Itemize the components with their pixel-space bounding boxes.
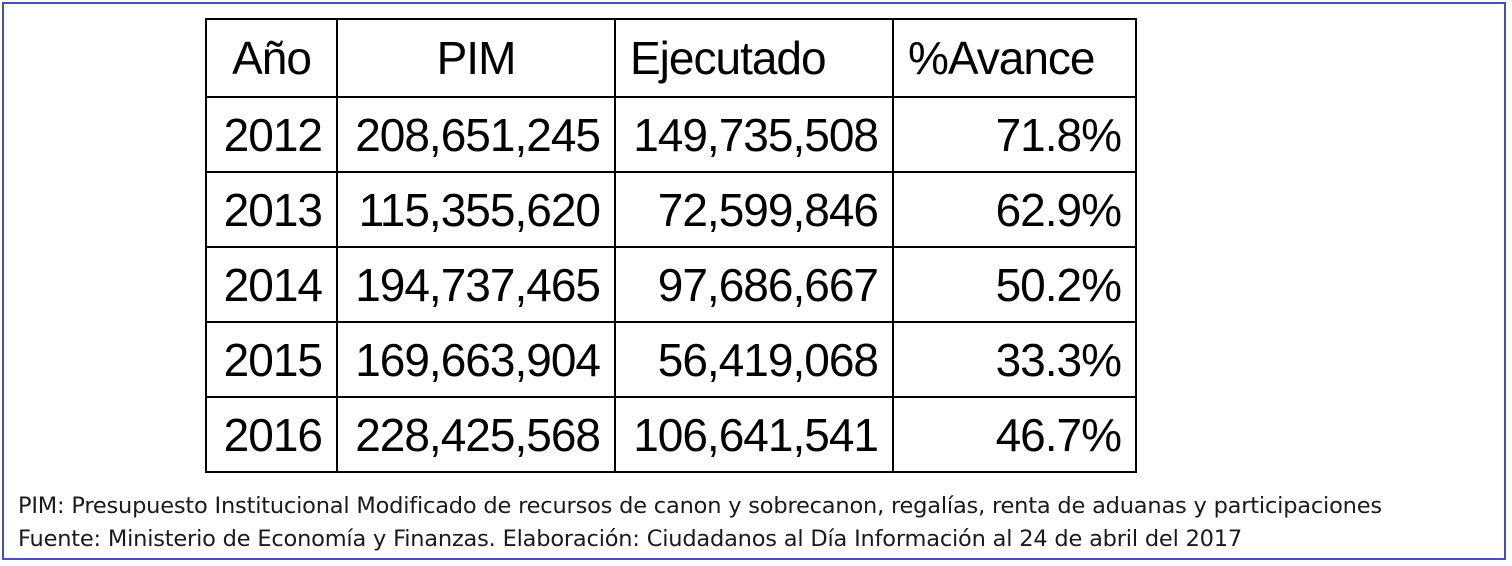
pim-definition-note: PIM: Presupuesto Institucional Modificad… [18,493,1382,519]
header-pim: PIM [336,18,616,98]
table-row: 2012 208,651,245 149,735,508 71.8% [205,96,1137,173]
cell-ejecutado: 56,419,068 [614,321,894,398]
table-header-row: Año PIM Ejecutado %Avance [205,18,1137,98]
cell-ejecutado: 149,735,508 [614,96,894,173]
cell-ejecutado: 106,641,541 [614,396,894,473]
footnotes: PIM: Presupuesto Institucional Modificad… [18,490,1382,556]
cell-anio: 2016 [205,396,338,473]
cell-anio: 2012 [205,96,338,173]
header-ejecutado: Ejecutado [614,18,894,98]
cell-avance: 62.9% [892,171,1137,248]
cell-avance: 71.8% [892,96,1137,173]
cell-ejecutado: 97,686,667 [614,246,894,323]
cell-avance: 50.2% [892,246,1137,323]
table-row: 2016 228,425,568 106,641,541 46.7% [205,396,1137,473]
header-avance: %Avance [892,18,1137,98]
budget-table: Año PIM Ejecutado %Avance 2012 208,651,2… [205,18,1137,473]
cell-pim: 115,355,620 [336,171,616,248]
cell-ejecutado: 72,599,846 [614,171,894,248]
cell-avance: 33.3% [892,321,1137,398]
header-anio: Año [205,18,338,98]
table-row: 2014 194,737,465 97,686,667 50.2% [205,246,1137,323]
cell-pim: 194,737,465 [336,246,616,323]
table-row: 2015 169,663,904 56,419,068 33.3% [205,321,1137,398]
cell-pim: 208,651,245 [336,96,616,173]
cell-anio: 2015 [205,321,338,398]
source-note: Fuente: Ministerio de Economía y Finanza… [18,526,1243,552]
cell-anio: 2013 [205,171,338,248]
cell-avance: 46.7% [892,396,1137,473]
cell-anio: 2014 [205,246,338,323]
table-row: 2013 115,355,620 72,599,846 62.9% [205,171,1137,248]
cell-pim: 228,425,568 [336,396,616,473]
cell-pim: 169,663,904 [336,321,616,398]
